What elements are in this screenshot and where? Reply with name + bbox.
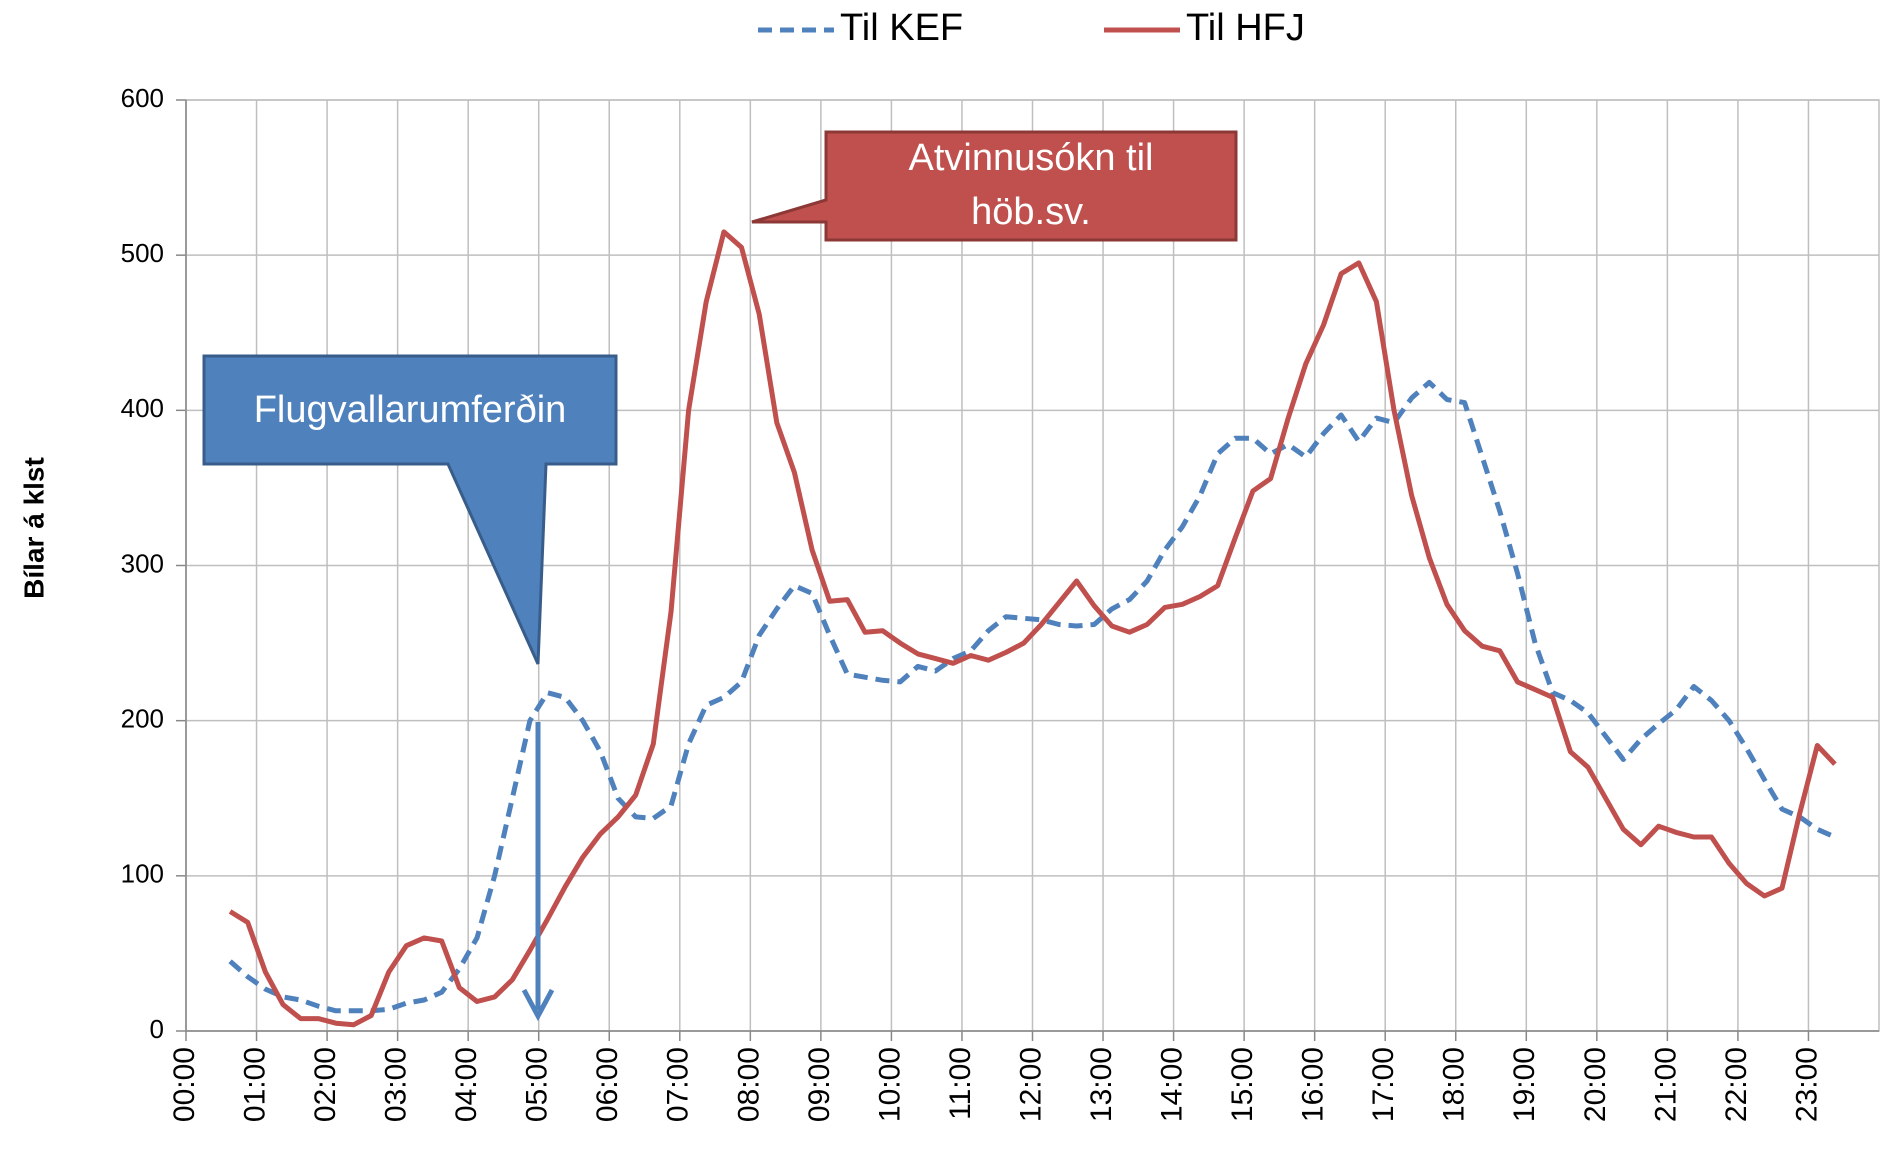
callout-blue: Flugvallarumferðin [202, 354, 618, 665]
x-tick-label: 06:00 [591, 1047, 624, 1122]
legend-label: Til HFJ [1186, 7, 1305, 49]
x-tick-label: 14:00 [1156, 1047, 1189, 1122]
x-tick-label: 08:00 [732, 1047, 765, 1122]
x-tick-label: 20:00 [1579, 1047, 1612, 1122]
y-tick-label: 600 [121, 83, 164, 113]
x-tick-label: 13:00 [1085, 1047, 1118, 1122]
legend: Til KEF Til HFJ [758, 7, 1305, 49]
x-tick-label: 05:00 [521, 1047, 554, 1122]
y-axis-label: Bílar á klst [18, 457, 49, 599]
callout-shape [751, 130, 1238, 242]
x-tick-label: 07:00 [662, 1047, 695, 1122]
x-tick-label: 03:00 [380, 1047, 413, 1122]
series-line [228, 379, 1836, 1014]
x-tick-label: 02:00 [309, 1047, 342, 1122]
x-tick-label: 19:00 [1508, 1047, 1541, 1122]
callout-text: Atvinnusókn til [908, 137, 1153, 179]
x-tick-label: 11:00 [944, 1047, 977, 1120]
callout-text: höb.sv. [971, 191, 1091, 233]
x-tick-label: 22:00 [1720, 1047, 1753, 1122]
x-tick-label: 10:00 [873, 1047, 906, 1122]
x-tick-label: 01:00 [238, 1047, 271, 1122]
y-tick-label: 300 [121, 548, 164, 578]
series-line [228, 229, 1837, 1028]
y-tick-label: 400 [121, 393, 164, 423]
x-tick-label: 09:00 [803, 1047, 836, 1122]
lines [228, 229, 1837, 1028]
y-tick-label: 200 [121, 704, 164, 734]
x-tick-label: 23:00 [1790, 1047, 1823, 1122]
grid: 0 100 200 300 400 500 600 00:00 01:00 02:00 03:00 0… [121, 83, 1880, 1122]
arrow [521, 722, 555, 1022]
arrow-head [521, 988, 555, 1022]
y-tick-label: 500 [121, 238, 164, 268]
x-tick-label: 16:00 [1297, 1047, 1330, 1122]
x-tick-label: 21:00 [1649, 1047, 1682, 1122]
x-tick-label: 17:00 [1367, 1047, 1400, 1122]
callout-red: Atvinnusókn til höb.sv. [751, 130, 1238, 242]
y-tick-label: 0 [150, 1014, 164, 1044]
x-tick-label: 18:00 [1438, 1047, 1471, 1122]
x-tick-label: 15:00 [1226, 1047, 1259, 1122]
x-tick-label: 04:00 [450, 1047, 483, 1122]
callout-text: Flugvallarumferðin [254, 389, 567, 431]
x-tick-label: 00:00 [168, 1047, 201, 1122]
callout-shape [202, 354, 618, 665]
x-tick-label: 12:00 [1014, 1047, 1047, 1122]
y-tick-label: 100 [121, 859, 164, 889]
legend-label: Til KEF [840, 7, 963, 49]
